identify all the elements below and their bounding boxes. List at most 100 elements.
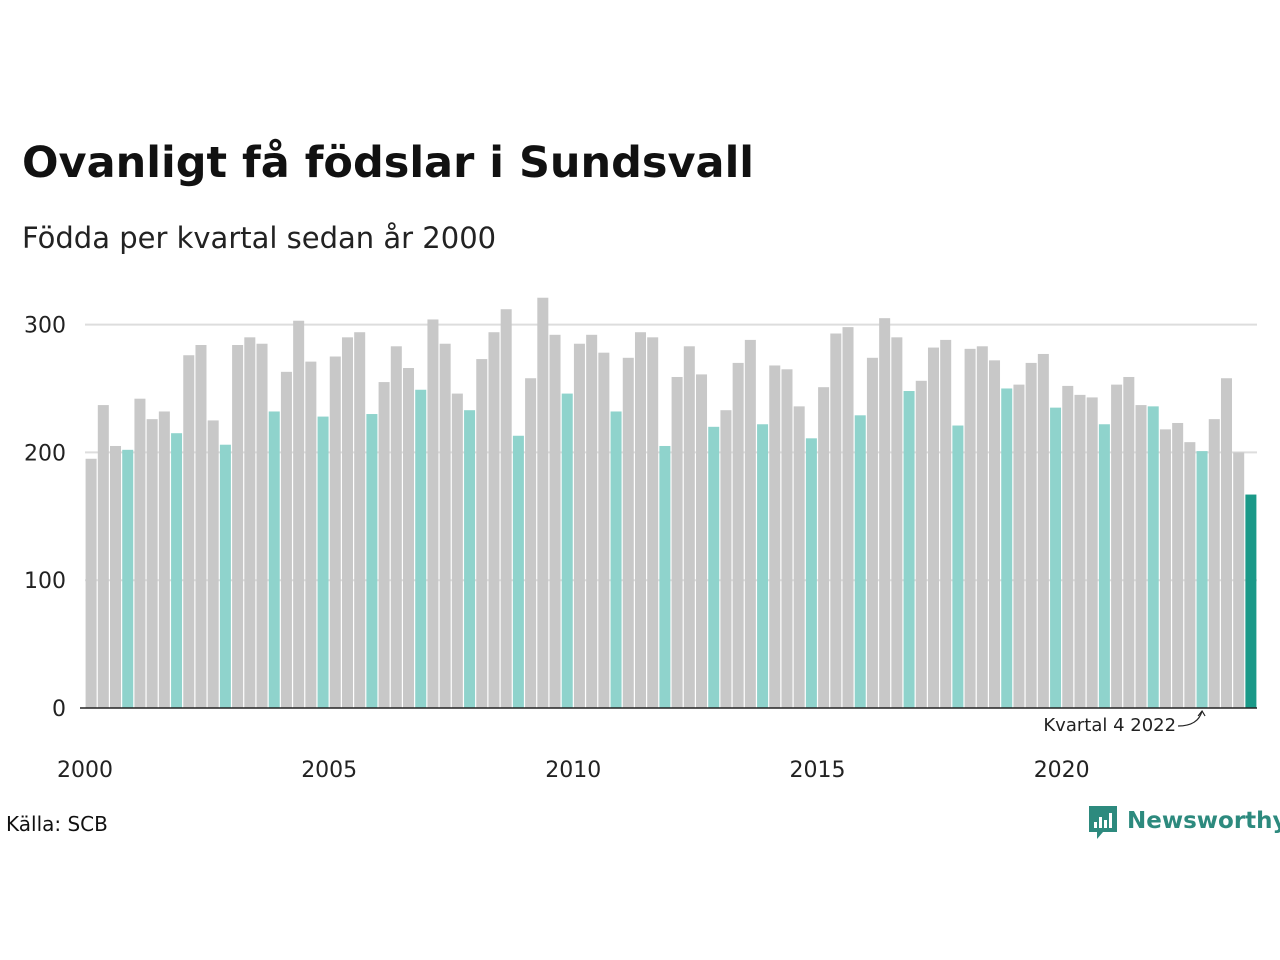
bar: 2021 K3: 237	[1135, 405, 1147, 708]
bar: 2006 K3: 266	[403, 368, 415, 708]
bar: 2015 K4: 229	[854, 415, 866, 708]
bar: 2013 K2: 270	[732, 362, 744, 708]
bar: 2014 K1: 268	[769, 365, 781, 708]
bar: 2015 K1: 251	[818, 387, 830, 708]
bar: 2017 K3: 288	[940, 339, 952, 708]
annotation: Kvartal 4 2022	[1043, 709, 1206, 736]
bar: 2017 K4: 221	[952, 425, 964, 708]
bar: 2007 K1: 304	[427, 319, 439, 708]
bar: 2004 K2: 303	[293, 320, 305, 708]
bar: undefined: 258	[1220, 378, 1232, 708]
bar: 2010 K3: 278	[598, 352, 610, 708]
x-tick-label: 2005	[301, 758, 357, 783]
bar: 2011 K1: 274	[622, 357, 634, 708]
bar: 2012 K1: 259	[671, 376, 683, 708]
bar: 2015 K2: 293	[830, 333, 842, 708]
bar: 2021 K4: 236	[1147, 406, 1159, 708]
bar: 2022 K4: 201	[1196, 451, 1208, 708]
bar: 2019 K2: 270	[1025, 362, 1037, 708]
bar: 2001 K4: 215	[171, 433, 183, 708]
source-label: Källa: SCB	[6, 812, 108, 836]
bar: 2013 K3: 288	[744, 339, 756, 708]
newsworthy-icon	[1089, 806, 1117, 839]
bar: 2020 K3: 243	[1086, 397, 1098, 708]
bar: 2018 K2: 283	[976, 346, 988, 708]
bar: 2016 K4: 248	[903, 391, 915, 708]
bar: 2012 K2: 283	[683, 346, 695, 708]
bar: 2017 K2: 282	[927, 347, 939, 708]
bar: 2014 K3: 236	[793, 406, 805, 708]
bar: 2007 K2: 285	[439, 343, 451, 708]
bar: 2011 K3: 290	[647, 337, 659, 708]
bar: 2000 K2: 237	[97, 405, 109, 708]
bar: 2016 K1: 274	[866, 357, 878, 708]
bar: 2019 K4: 235	[1050, 407, 1062, 708]
bar: 2000 K4: 202	[122, 449, 134, 708]
bar: 2018 K1: 281	[964, 348, 976, 708]
bar: 2009 K4: 246	[561, 393, 573, 708]
bar: 2004 K1: 263	[280, 371, 292, 708]
bar: 2000 K3: 205	[110, 445, 122, 708]
chart-subtitle: Födda per kvartal sedan år 2000	[22, 221, 496, 255]
newsworthy-logo[interactable]: Newsworthy	[1089, 806, 1280, 839]
x-tick-label: 2010	[545, 758, 601, 783]
bar: 2015 K3: 298	[842, 327, 854, 708]
bar: 2011 K4: 205	[659, 445, 671, 708]
bar: 2021 K2: 259	[1123, 376, 1135, 708]
bar: 2005 K3: 294	[354, 332, 366, 708]
bar: 2020 K1: 252	[1062, 385, 1074, 708]
bar: 2010 K4: 232	[610, 411, 622, 708]
bar: 2008 K2: 294	[488, 332, 500, 708]
bar: 2020 K2: 245	[1074, 394, 1086, 708]
bar: 2004 K4: 228	[317, 416, 329, 708]
bar: 2001 K3: 232	[158, 411, 170, 708]
annotation-arrow	[1178, 709, 1206, 727]
bar: 2014 K4: 211	[805, 438, 817, 708]
bar: 2006 K1: 255	[378, 382, 390, 708]
bar: 2012 K4: 220	[708, 426, 720, 708]
bar: 2006 K4: 249	[415, 389, 427, 708]
bar: 2008 K4: 213	[512, 435, 524, 708]
bar: 2018 K4: 250	[1001, 388, 1013, 708]
bar: 2013 K4: 222	[757, 424, 769, 708]
bar: 2021 K1: 253	[1111, 384, 1123, 708]
bar: 2005 K1: 275	[329, 356, 341, 708]
bar: 2002 K2: 284	[195, 345, 207, 708]
y-tick-label: 0	[52, 697, 66, 722]
y-axis: 0 100 200 300	[24, 314, 66, 722]
x-tick-label: 2000	[57, 758, 113, 783]
annotation-label: Kvartal 4 2022	[1043, 715, 1176, 736]
bar: 2017 K1: 256	[915, 380, 927, 708]
bar: 2010 K2: 292	[586, 334, 598, 708]
bar: 2002 K3: 225	[207, 420, 219, 708]
chart-title: Ovanligt få födslar i Sundsvall	[22, 138, 754, 188]
bar: undefined: 226	[1208, 419, 1220, 708]
bar: 2016 K3: 290	[891, 337, 903, 708]
bar: 2009 K2: 321	[537, 297, 549, 708]
y-tick-label: 300	[24, 314, 66, 339]
y-tick-label: 200	[24, 441, 66, 466]
x-tick-label: 2020	[1034, 758, 1090, 783]
bar: 2012 K3: 261	[696, 374, 708, 708]
bar: 2022 K3: 208	[1184, 442, 1196, 708]
bar: 2009 K3: 292	[549, 334, 561, 708]
bar: 2000 K1: 195	[85, 458, 97, 708]
bar: 2007 K3: 246	[451, 393, 463, 708]
x-axis: 2000 2005 2010 2015 2020	[57, 758, 1090, 783]
bar: 2006 K2: 283	[390, 346, 402, 708]
bar: 2005 K4: 230	[366, 414, 378, 708]
bar: 2011 K2: 294	[634, 332, 646, 708]
bar: 2020 K4: 222	[1098, 424, 1110, 708]
y-tick-label: 100	[24, 569, 66, 594]
x-tick-label: 2015	[790, 758, 846, 783]
brand-name: Newsworthy	[1127, 808, 1280, 834]
bar: 2001 K2: 226	[146, 419, 158, 708]
bar: 2004 K3: 271	[305, 361, 317, 708]
bar: 2008 K3: 312	[500, 309, 512, 708]
bar: 2008 K1: 273	[476, 359, 488, 708]
bar: 2010 K1: 285	[573, 343, 585, 708]
